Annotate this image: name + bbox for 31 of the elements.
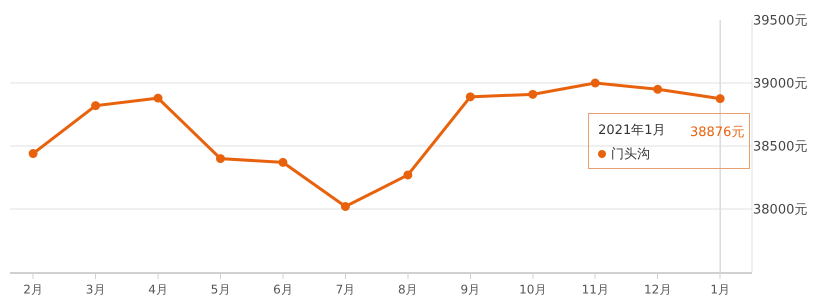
x-tick-label: 1月 — [710, 282, 730, 296]
x-tick-label: 3月 — [86, 282, 106, 296]
y-tick-label: 38000元 — [753, 202, 808, 218]
point — [653, 84, 662, 94]
point — [466, 92, 475, 102]
annotation: 2021年1月 — [598, 122, 666, 139]
point — [91, 101, 100, 110]
point — [590, 78, 600, 88]
x-tick-label: 11月 — [582, 282, 609, 296]
x-tick-label: 9月 — [460, 282, 480, 296]
y-tick-label: 38500元 — [753, 140, 808, 155]
y-tick-label: 39500元 — [753, 14, 808, 29]
x-tick-label: 2月 — [23, 282, 43, 296]
point — [716, 94, 725, 104]
point — [340, 202, 350, 211]
point — [216, 154, 225, 164]
point — [528, 90, 538, 99]
point — [278, 158, 288, 167]
x-tick-label: 10月 — [519, 282, 546, 296]
y-tick-label: 39000元 — [753, 76, 808, 92]
legend-label: 门头沟 — [611, 146, 650, 163]
x-tick-label: 12月 — [644, 282, 672, 296]
point — [28, 149, 38, 158]
x-tick-label: 5月 — [210, 282, 230, 296]
point — [403, 170, 412, 180]
x-tick-label: 7月 — [336, 282, 356, 296]
x-tick-label: 6月 — [273, 282, 293, 296]
data-label: 38876元 — [690, 125, 744, 140]
point — [154, 94, 163, 103]
x-tick-label: 8月 — [398, 282, 418, 296]
x-tick-label: 4月 — [148, 282, 168, 296]
